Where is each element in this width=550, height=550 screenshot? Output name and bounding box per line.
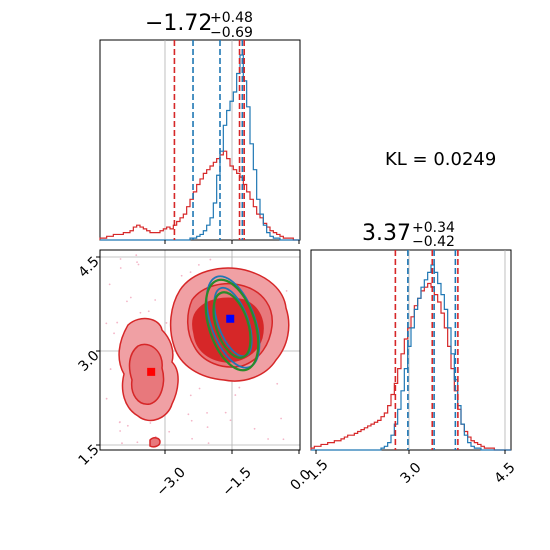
contour-left-mid — [128, 343, 165, 405]
contour-green-outer — [204, 278, 260, 372]
scatter-point — [119, 430, 122, 432]
marker-red — [147, 367, 156, 376]
param1-plus: +0.48 — [210, 10, 253, 26]
scatter-point — [108, 283, 111, 286]
hist-panel-p2: 1.5 3.0 4.5 3.37 +0.34 −0.42 — [305, 220, 519, 487]
hist-panel-p1: −1.72 +0.48 −0.69 — [99, 10, 301, 244]
scatter-point — [280, 417, 283, 420]
scatter-point — [238, 386, 241, 389]
hist-p2-bins — [310, 264, 511, 451]
scatter-point — [197, 263, 200, 266]
param1-median: −1.72 — [145, 11, 212, 36]
scatter-point — [253, 427, 256, 430]
param2-minus: −0.42 — [412, 234, 455, 250]
contour-frame — [99, 249, 301, 451]
scatter-point — [139, 311, 142, 314]
scatter-point — [105, 322, 108, 325]
scatter-point — [206, 426, 209, 429]
scatter-point — [198, 387, 201, 390]
scatter-point — [180, 274, 183, 277]
param1-minus: −0.69 — [210, 25, 253, 41]
hist-p1-blue-series — [100, 54, 300, 241]
scatter-point — [276, 382, 279, 385]
scatter-point — [206, 411, 208, 414]
scatter-point — [285, 290, 288, 292]
hist-p2-frame — [310, 249, 512, 451]
y2-tick-label: 1.5 — [76, 442, 103, 469]
scatter-point — [129, 296, 132, 299]
scatter-point — [191, 437, 193, 440]
scatter-point — [189, 271, 192, 274]
hist-p1-red-series — [99, 150, 300, 241]
scatter-point — [267, 438, 269, 440]
scatter-point — [189, 394, 192, 397]
scatter-point — [136, 441, 139, 444]
contour-left-blob — [149, 437, 161, 448]
scatter-point — [135, 254, 138, 257]
scatter-point — [209, 258, 212, 261]
scatter-point — [147, 310, 150, 313]
scatter-point — [154, 299, 157, 301]
scatter-point — [207, 442, 210, 444]
hist-p2-red-series — [310, 282, 511, 451]
marker-blue — [226, 314, 235, 323]
scatter-point — [118, 421, 121, 424]
scatter-point — [116, 321, 119, 324]
scatter-point — [224, 411, 227, 414]
hist-p1-frame — [99, 39, 301, 241]
contour-green-inner — [212, 291, 252, 359]
kl-label: KL = 0.0249 — [385, 149, 496, 170]
scatter-point — [234, 394, 237, 396]
hist-p1-quantile-lines — [173, 40, 245, 240]
hist-p2-blue-series — [311, 264, 511, 451]
scatter-point — [168, 430, 171, 433]
contour-right-inner — [192, 297, 264, 363]
x1-tick-label: −3.0 — [154, 464, 189, 499]
x1-tick-label: −1.5 — [220, 464, 255, 499]
scatter-point — [282, 438, 285, 441]
scatter-point — [149, 422, 152, 424]
param2-plus: +0.34 — [412, 220, 455, 236]
contour-panel: 4.5 3.0 1.5 −3.0 −1.5 0.0 — [76, 249, 315, 500]
scatter-point — [119, 258, 122, 260]
scatter-point — [113, 332, 115, 335]
y2-tick-label: 4.5 — [76, 254, 103, 281]
scatter-point — [119, 267, 122, 269]
x2-tick-label: 4.5 — [492, 460, 519, 487]
hist-p1-bins — [99, 54, 300, 241]
scatter-point — [187, 413, 190, 416]
scatter-point — [126, 424, 129, 427]
scatter-point — [136, 261, 138, 264]
x2-tick-label: 3.0 — [398, 460, 425, 487]
scatter-point — [105, 397, 108, 400]
y2-tick-label: 3.0 — [76, 348, 103, 375]
scatter-point — [229, 419, 232, 422]
scatter-point — [190, 419, 193, 422]
scatter-point — [121, 442, 123, 445]
scatter-point — [165, 322, 168, 324]
hist-p2-quantile-lines — [394, 250, 459, 450]
scatter-point — [109, 368, 112, 370]
scatter-point — [126, 300, 128, 303]
scatter-point — [137, 263, 140, 266]
param2-median: 3.37 — [362, 221, 411, 246]
